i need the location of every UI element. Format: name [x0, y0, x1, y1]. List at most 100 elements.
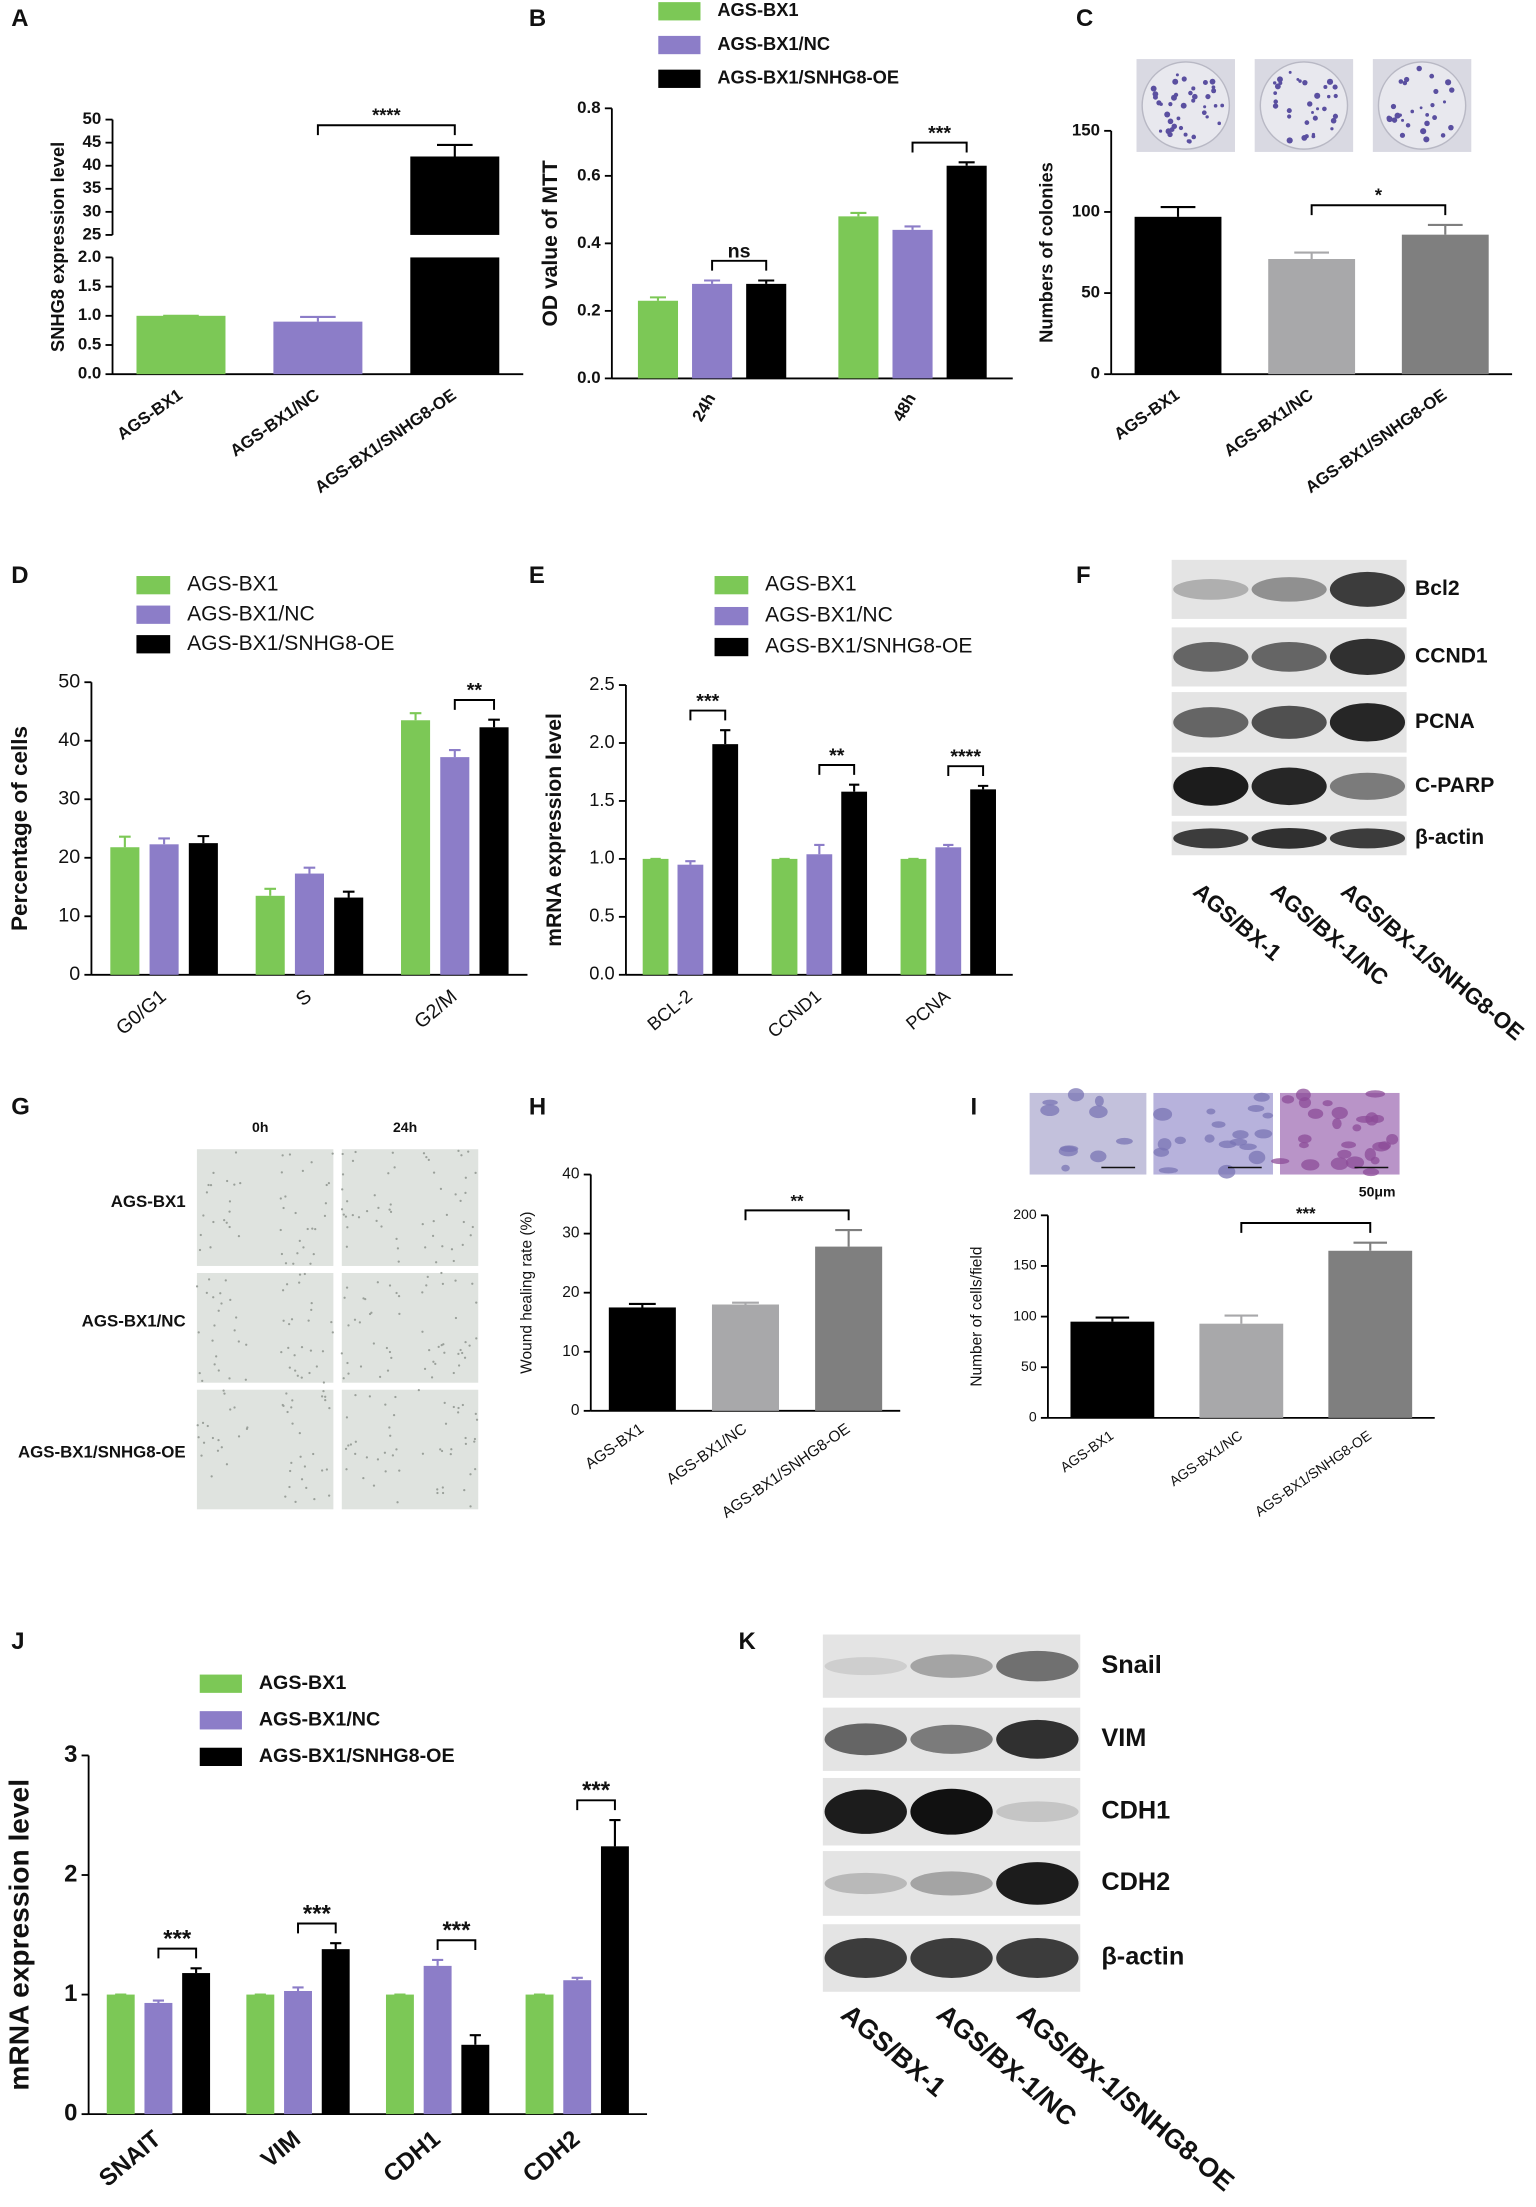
colony	[1330, 117, 1337, 124]
error-bar	[1294, 251, 1330, 259]
cell-dot	[205, 1291, 208, 1295]
bar	[1199, 1323, 1284, 1418]
cell-dot	[195, 1285, 199, 1288]
cell-dot	[220, 1302, 223, 1305]
colony	[1287, 114, 1292, 119]
colony	[1176, 116, 1181, 121]
error-bar	[649, 296, 666, 301]
cell-dot	[432, 1360, 435, 1363]
cell-dot	[202, 1441, 206, 1444]
panel-letter: B	[529, 5, 546, 32]
cell-dot	[279, 1228, 282, 1232]
error-bar	[732, 1301, 759, 1305]
error-bar	[904, 225, 921, 230]
cell-dot	[200, 1454, 203, 1457]
colony	[1277, 76, 1283, 83]
cell-dot	[441, 1245, 444, 1248]
cell-dot	[237, 1340, 240, 1343]
cell-dot	[342, 1377, 345, 1380]
blot-band	[824, 1872, 907, 1895]
cell-dot	[288, 1485, 291, 1489]
cell-dot	[450, 1448, 453, 1451]
cell-dot	[327, 1182, 331, 1185]
cell-dot	[199, 1233, 202, 1237]
cell-dot	[365, 1209, 369, 1213]
cell-dot	[306, 1227, 309, 1231]
x-tick-label: CDH1	[378, 2125, 445, 2188]
cell-dot	[288, 1366, 291, 1369]
cell-dot	[388, 1284, 392, 1287]
cell-dot	[354, 1452, 357, 1456]
blot-band	[1329, 638, 1406, 676]
blot-band	[996, 1650, 1079, 1682]
colony	[1286, 108, 1292, 114]
colony	[1333, 93, 1338, 99]
cell-dot	[372, 1342, 375, 1345]
cell-dot	[368, 1395, 371, 1398]
error-bar	[758, 279, 775, 284]
cell-dot	[290, 1461, 293, 1465]
y-tick-label: 10	[58, 904, 80, 926]
cell-dot	[425, 1284, 428, 1287]
colony	[1164, 111, 1171, 118]
error-bar	[432, 1958, 444, 1966]
panel-letter: F	[1076, 562, 1091, 589]
cell-dot	[296, 1374, 299, 1377]
blot-band	[1329, 772, 1406, 800]
cell-dot	[424, 1246, 427, 1249]
cell-dot	[464, 1340, 467, 1344]
cell-dot	[344, 1447, 348, 1450]
cell-dot	[292, 1262, 295, 1265]
colony	[1311, 111, 1314, 114]
cell-dot	[398, 1312, 401, 1315]
significance-bracket	[818, 764, 856, 775]
y-tick-label: 0.5	[78, 334, 101, 353]
cell-dot	[397, 1295, 401, 1298]
cell-dot	[467, 1150, 470, 1153]
cell-dot	[364, 1298, 367, 1301]
cell-dot	[436, 1488, 439, 1491]
x-tick-label: AGS-BX1	[582, 1420, 647, 1472]
y-tick-label: 40	[58, 729, 80, 751]
cell-dot	[461, 1243, 464, 1246]
colony	[1217, 121, 1221, 126]
bar	[188, 843, 218, 975]
y-tick-label: 2.0	[589, 731, 614, 752]
cell-dot	[384, 1403, 387, 1406]
y-axis-label: SNHG8 expression level	[47, 142, 68, 352]
cell	[1040, 1104, 1060, 1117]
y-tick-label: 20	[562, 1284, 579, 1301]
colony	[1302, 80, 1308, 86]
cell-dot	[440, 1449, 444, 1453]
cell-dot	[457, 1406, 460, 1410]
cell-dot	[341, 1173, 345, 1176]
blot-band	[996, 1938, 1079, 1978]
cell-dot	[372, 1484, 376, 1487]
cell-dot	[239, 1181, 242, 1185]
significance-label: *	[1375, 185, 1383, 206]
cell-dot	[223, 1219, 226, 1222]
cell-dot	[284, 1262, 288, 1265]
cell-dot	[280, 1171, 283, 1174]
blot-band	[1173, 579, 1249, 600]
cell-dot	[426, 1275, 429, 1278]
cell-dot	[288, 1153, 292, 1156]
legend-swatch	[199, 1711, 242, 1730]
error-bar	[264, 887, 277, 896]
cell	[1298, 1097, 1312, 1109]
cell-dot	[201, 1421, 205, 1424]
cell	[1378, 1141, 1391, 1150]
cell-dot	[434, 1362, 437, 1366]
cell-dot	[322, 1381, 325, 1384]
colony	[1390, 103, 1397, 110]
panel-letter: G	[11, 1094, 30, 1121]
legend-swatch	[658, 69, 701, 88]
cell-dot	[376, 1458, 380, 1461]
bar	[841, 791, 868, 975]
cell-dot	[398, 1469, 401, 1472]
error-bar	[437, 143, 473, 157]
legend-swatch	[199, 1747, 242, 1767]
cell-dot	[340, 1352, 343, 1355]
y-tick-label: 1.0	[78, 305, 101, 324]
cell-dot	[341, 1152, 344, 1156]
